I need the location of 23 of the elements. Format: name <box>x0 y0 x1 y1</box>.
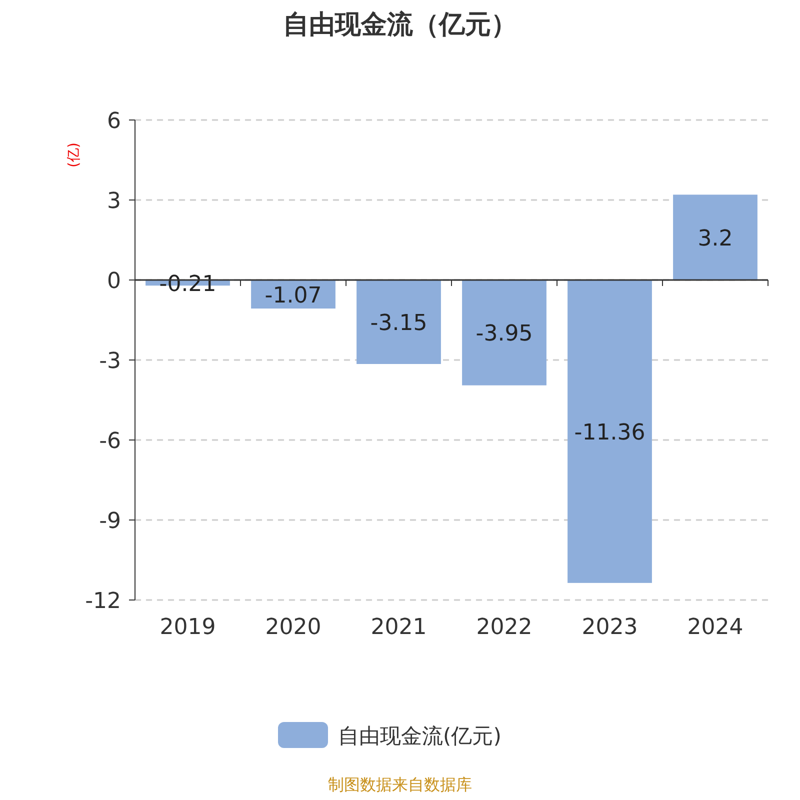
y-tick-label: 0 <box>107 269 121 294</box>
y-tick-label: -12 <box>85 589 121 614</box>
x-tick-label: 2023 <box>582 615 638 640</box>
y-tick-label: 3 <box>107 189 121 214</box>
y-tick-label: 6 <box>107 109 121 134</box>
x-tick-label: 2020 <box>265 615 322 640</box>
chart-title: 自由现金流（亿元） <box>283 10 517 40</box>
y-axis-title: (亿) <box>66 142 82 168</box>
x-tick-label: 2019 <box>160 615 216 640</box>
legend-label: 自由现金流(亿元) <box>338 724 502 748</box>
data-label: 3.2 <box>698 226 733 252</box>
text: 制图数据来自数据库 <box>328 775 472 794</box>
data-label: -1.07 <box>264 283 322 308</box>
x-tick-label: 2022 <box>476 615 532 640</box>
y-tick-label: -9 <box>99 509 121 534</box>
x-tick-label: 2024 <box>687 615 744 640</box>
data-label: -3.95 <box>476 322 533 347</box>
x-tick-label: 2021 <box>370 615 427 640</box>
data-label: -3.15 <box>370 311 428 336</box>
data-label: -11.36 <box>574 420 646 446</box>
y-tick-label: -6 <box>99 429 121 454</box>
y-tick-label: -3 <box>99 349 121 374</box>
data-label: -0.21 <box>159 272 216 297</box>
